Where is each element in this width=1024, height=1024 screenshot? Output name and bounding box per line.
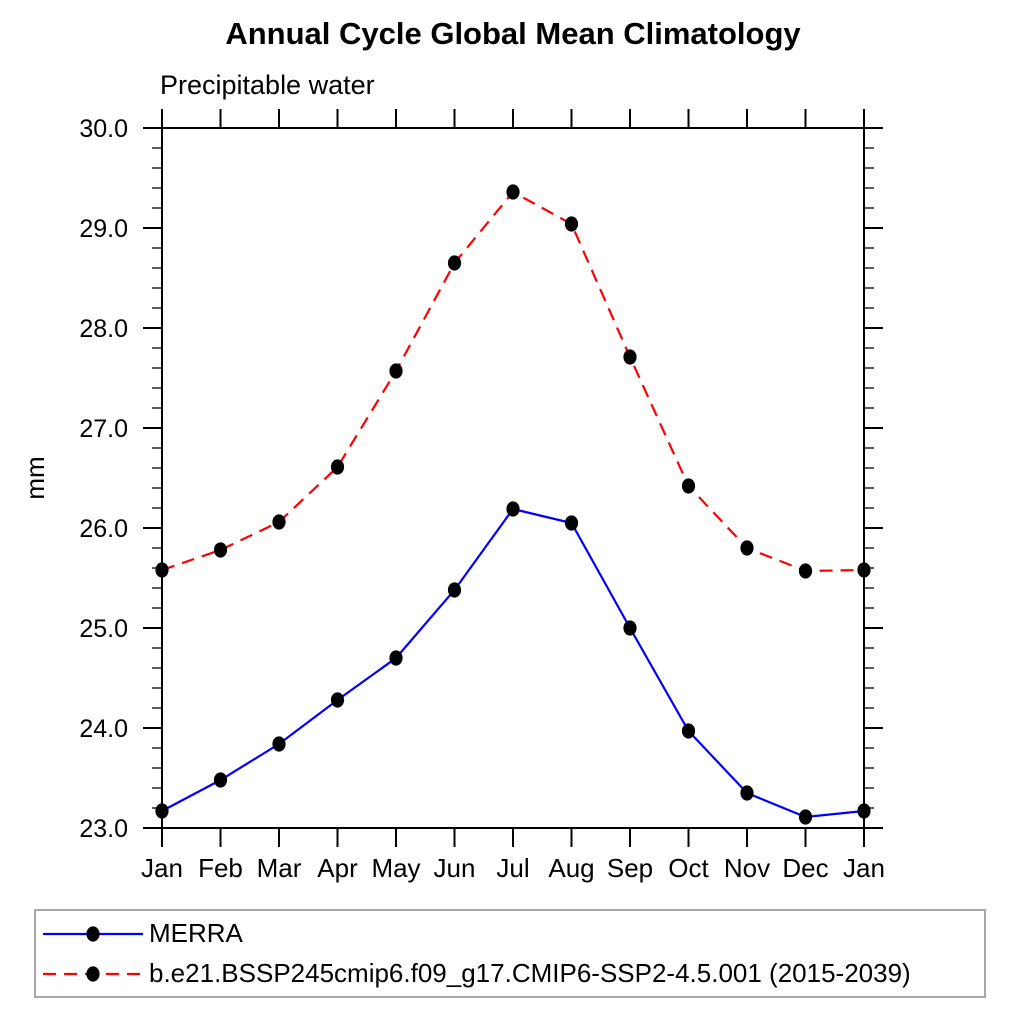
data-point bbox=[213, 542, 228, 558]
axis-frame bbox=[161, 127, 865, 829]
y-tick-label: 26.0 bbox=[79, 515, 128, 543]
data-point bbox=[155, 562, 169, 578]
legend-marker-dot bbox=[86, 965, 100, 982]
x-tick-label: May bbox=[371, 853, 420, 883]
data-point bbox=[740, 785, 754, 801]
data-point bbox=[798, 563, 813, 579]
legend-line-sample-solid bbox=[43, 925, 143, 942]
data-point bbox=[564, 515, 579, 531]
data-point bbox=[447, 582, 462, 598]
legend-line-sample-dashed bbox=[43, 965, 143, 982]
data-point bbox=[330, 692, 345, 708]
data-point bbox=[623, 620, 637, 636]
y-tick-label: 24.0 bbox=[79, 715, 128, 743]
data-point bbox=[272, 514, 286, 530]
y-tick-label: 29.0 bbox=[79, 215, 128, 243]
data-point bbox=[681, 723, 696, 739]
legend-item: MERRA bbox=[41, 914, 984, 954]
chart-subtitle: Precipitable water bbox=[160, 70, 375, 100]
x-tick-label: Jun bbox=[434, 853, 476, 883]
legend-label: MERRA bbox=[149, 918, 243, 948]
legend-marker-dot bbox=[86, 925, 100, 942]
y-tick-label: 27.0 bbox=[79, 415, 128, 443]
x-tick-label: Apr bbox=[317, 853, 358, 883]
legend: MERRA b.e21.BSSP245cmip6.f09_g17.CMIP6-S… bbox=[34, 909, 986, 998]
y-tick-label: 28.0 bbox=[79, 315, 128, 343]
x-tick-label: Mar bbox=[257, 853, 302, 883]
y-tick-label: 30.0 bbox=[79, 115, 128, 143]
data-point bbox=[623, 349, 637, 365]
data-point bbox=[272, 736, 286, 752]
data-point bbox=[447, 255, 462, 271]
series-line-solid bbox=[161, 507, 865, 819]
data-point bbox=[155, 803, 169, 819]
x-tick-label: Oct bbox=[668, 853, 709, 883]
data-point bbox=[798, 809, 813, 825]
x-tick-label: Sep bbox=[607, 853, 653, 883]
legend-item: b.e21.BSSP245cmip6.f09_g17.CMIP6-SSP2-4.… bbox=[41, 954, 984, 994]
data-point bbox=[564, 216, 579, 232]
data-point bbox=[681, 478, 696, 494]
y-tick-label: 25.0 bbox=[79, 615, 128, 643]
x-tick-label: Nov bbox=[724, 853, 770, 883]
data-point bbox=[506, 184, 520, 200]
x-tick-label: Dec bbox=[782, 853, 828, 883]
x-tick-label: Jul bbox=[496, 853, 529, 883]
x-tick-label: Jan bbox=[843, 853, 885, 883]
data-point bbox=[389, 363, 403, 379]
data-point bbox=[740, 540, 754, 556]
legend-label: b.e21.BSSP245cmip6.f09_g17.CMIP6-SSP2-4.… bbox=[149, 958, 911, 988]
data-point bbox=[857, 803, 871, 819]
data-point bbox=[330, 459, 345, 475]
x-tick-label: Feb bbox=[198, 853, 243, 883]
data-point bbox=[506, 501, 520, 517]
data-point bbox=[389, 650, 403, 666]
y-axis-label: mm bbox=[20, 456, 50, 499]
data-point bbox=[213, 772, 228, 788]
y-tick-label: 23.0 bbox=[79, 815, 128, 843]
x-tick-label: Jan bbox=[141, 853, 183, 883]
chart-title: Annual Cycle Global Mean Climatology bbox=[225, 16, 801, 51]
x-tick-label: Aug bbox=[548, 853, 594, 883]
data-point bbox=[857, 562, 871, 578]
